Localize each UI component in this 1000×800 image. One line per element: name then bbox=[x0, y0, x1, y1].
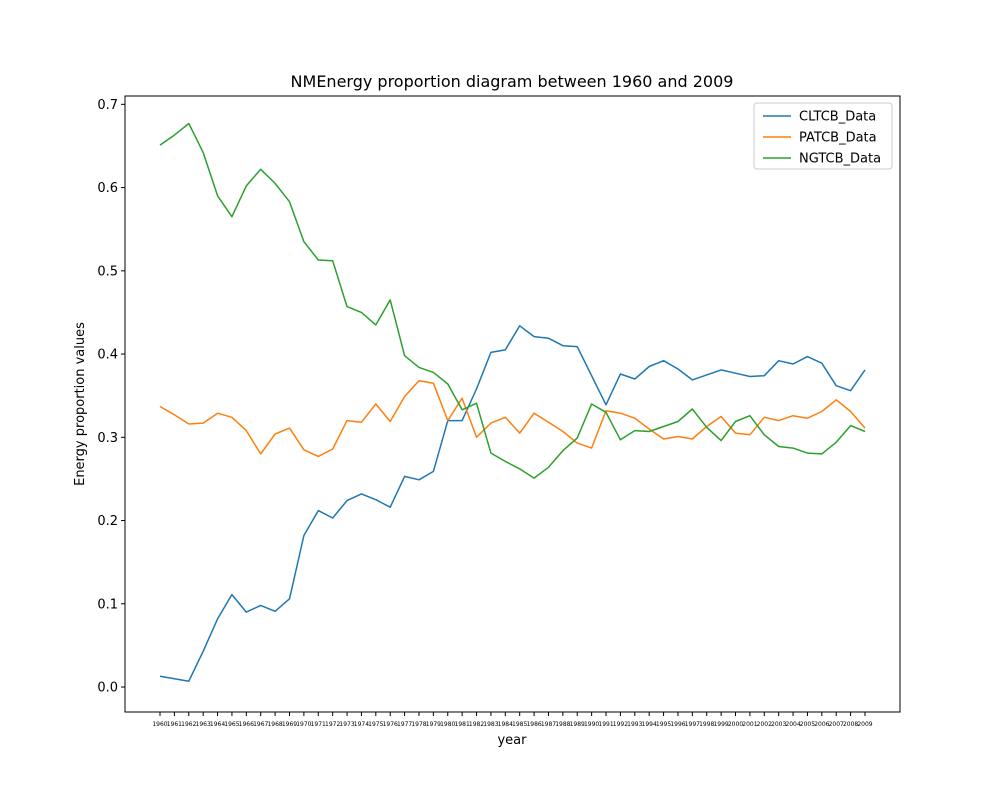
x-tick-label: 1979 bbox=[426, 721, 441, 728]
x-tick-label: 1978 bbox=[411, 721, 426, 728]
x-tick-label: 1961 bbox=[167, 721, 182, 728]
series-lines bbox=[159, 122, 866, 682]
y-tick-label: 0.5 bbox=[97, 264, 118, 279]
legend: CLTCB_Data PATCB_Data NGTCB_Data bbox=[753, 102, 893, 170]
x-tick-label: 2005 bbox=[800, 721, 815, 728]
x-tick-label: 1972 bbox=[325, 721, 340, 728]
x-tick-label: 1987 bbox=[541, 721, 556, 728]
x-tick-label: 1996 bbox=[670, 721, 685, 728]
x-tick-label: 1965 bbox=[224, 721, 239, 728]
x-tick-label: 2006 bbox=[814, 721, 829, 728]
legend-label: CLTCB_Data bbox=[799, 110, 876, 125]
x-tick-label: 2004 bbox=[785, 721, 800, 728]
x-tick-label: 1970 bbox=[296, 721, 311, 728]
y-tick-label: 0.7 bbox=[97, 98, 118, 113]
x-tick-label: 1988 bbox=[555, 721, 570, 728]
x-tick-label: 2007 bbox=[829, 721, 844, 728]
legend-label: NGTCB_Data bbox=[799, 152, 881, 167]
y-tick-label: 0.4 bbox=[97, 348, 118, 363]
x-tick-label: 2002 bbox=[757, 721, 772, 728]
y-tick-label: 0.2 bbox=[97, 514, 118, 529]
x-tick-label: 2008 bbox=[843, 721, 858, 728]
x-tick-label: 1974 bbox=[354, 721, 369, 728]
x-tick-label: 1966 bbox=[239, 721, 254, 728]
series-line-NGTCB_Data bbox=[159, 122, 866, 479]
x-tick-label: 1964 bbox=[210, 721, 225, 728]
x-tick-label: 1985 bbox=[512, 721, 527, 728]
x-tick-label: 1998 bbox=[699, 721, 714, 728]
x-tick-label: 1983 bbox=[483, 721, 498, 728]
x-tick-label: 2003 bbox=[771, 721, 786, 728]
series-line-PATCB_Data bbox=[159, 379, 866, 458]
x-tick-label: 1962 bbox=[181, 721, 196, 728]
legend-label: PATCB_Data bbox=[799, 131, 877, 146]
plot-area-frame bbox=[124, 95, 901, 713]
x-tick-label: 1994 bbox=[642, 721, 657, 728]
y-tick-label: 0.6 bbox=[97, 181, 118, 196]
x-tick-label: 1976 bbox=[383, 721, 398, 728]
x-tick-label: 1975 bbox=[368, 721, 383, 728]
y-axis-label: Energy proportion values bbox=[73, 322, 88, 486]
x-tick-label: 1968 bbox=[267, 721, 282, 728]
y-tick-label: 0.1 bbox=[97, 597, 118, 612]
x-tick-label: 1984 bbox=[498, 721, 513, 728]
x-tick-label: 1980 bbox=[440, 721, 455, 728]
x-tick-label: 1963 bbox=[196, 721, 211, 728]
x-tick-label: 1993 bbox=[627, 721, 642, 728]
legend-box bbox=[753, 102, 893, 170]
x-tick-label: 1973 bbox=[339, 721, 354, 728]
x-tick-label: 1982 bbox=[469, 721, 484, 728]
series-line-CLTCB_Data bbox=[159, 325, 866, 682]
x-axis-label: year bbox=[497, 733, 527, 748]
x-tick-label: 1981 bbox=[455, 721, 470, 728]
legend-entries: CLTCB_Data PATCB_Data NGTCB_Data bbox=[763, 110, 881, 167]
chart-title: NMEnergy proportion diagram between 1960… bbox=[291, 72, 734, 91]
x-tick-label: 2000 bbox=[728, 721, 743, 728]
x-tick-label: 1990 bbox=[584, 721, 599, 728]
x-tick-label: 1999 bbox=[713, 721, 728, 728]
x-tick-label: 1991 bbox=[598, 721, 613, 728]
x-tick-label: 2009 bbox=[857, 721, 872, 728]
y-axis: 0.0 0.1 0.2 0.3 0.4 0.5 0.6 0.7 bbox=[97, 98, 125, 696]
x-tick-label: 1995 bbox=[656, 721, 671, 728]
x-tick-label: 1960 bbox=[152, 721, 167, 728]
y-tick-label: 0.3 bbox=[97, 431, 118, 446]
x-tick-label: 2001 bbox=[742, 721, 757, 728]
x-tick-label: 1977 bbox=[397, 721, 412, 728]
x-tick-label: 1989 bbox=[570, 721, 585, 728]
x-tick-label: 1997 bbox=[685, 721, 700, 728]
x-axis: 1960 1961 1962 1963 1964 1965 1966 1967 1968 1969… bbox=[152, 712, 873, 728]
x-tick-label: 1971 bbox=[311, 721, 326, 728]
x-tick-label: 1986 bbox=[526, 721, 541, 728]
x-tick-label: 1967 bbox=[253, 721, 268, 728]
x-tick-label: 1969 bbox=[282, 721, 297, 728]
x-tick-label: 1992 bbox=[613, 721, 628, 728]
y-tick-label: 0.0 bbox=[97, 681, 118, 696]
